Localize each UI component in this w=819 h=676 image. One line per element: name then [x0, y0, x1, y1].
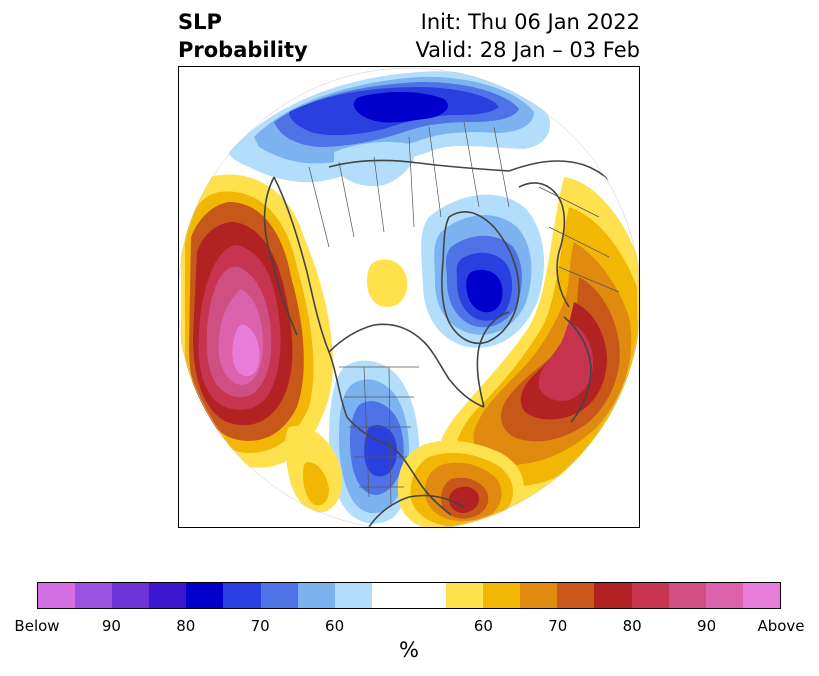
colorbar-segment: [38, 583, 76, 608]
init-date: Init: Thu 06 Jan 2022: [420, 10, 640, 34]
colorbar-label: %: [399, 638, 419, 662]
colorbar-tick-label: 80: [622, 617, 642, 635]
colorbar-tick-label: 60: [473, 617, 493, 635]
colorbar-tick-label: 80: [176, 617, 196, 635]
probability-map: [178, 66, 640, 528]
title-line-2: Probability: [178, 38, 308, 62]
coastlines: [263, 159, 630, 527]
colorbar-segment: [260, 583, 298, 608]
colorbar-tick-label: 70: [548, 617, 568, 635]
colorbar-segment: [371, 583, 409, 608]
colorbar-segment: [112, 583, 150, 608]
colorbar-segment: [446, 583, 484, 608]
map-horizon: [179, 67, 639, 527]
colorbar-segment: [520, 583, 558, 608]
colorbar-tick-label: 90: [101, 617, 121, 635]
colorbar-segment: [186, 583, 224, 608]
colorbar-segment: [742, 583, 780, 608]
title-line-1: SLP: [178, 10, 222, 34]
valid-date: Valid: 28 Jan – 03 Feb: [415, 38, 640, 62]
map-svg: [179, 67, 639, 527]
chart-title: SLP Probability: [178, 8, 308, 64]
colorbar-segment: [334, 583, 372, 608]
colorbar-tick-label: 60: [325, 617, 345, 635]
colorbar: [37, 582, 781, 609]
colorbar-segment: [149, 583, 187, 608]
colorbar-segment: [75, 583, 113, 608]
colorbar-segment: [668, 583, 706, 608]
colorbar-segment: [483, 583, 521, 608]
colorbar-segment: [631, 583, 669, 608]
colorbar-tick-label: Above: [757, 617, 805, 635]
hudson-bay-above-blob: [367, 259, 408, 307]
political-boundaries: [308, 121, 620, 508]
colorbar-tick-label: Below: [14, 617, 60, 635]
colorbar-segment: [223, 583, 261, 608]
colorbar-segment: [408, 583, 447, 608]
west-coast-above-core: [303, 462, 329, 506]
north-pacific-above-anomaly: [181, 174, 333, 468]
colorbar-segment: [557, 583, 595, 608]
colorbar-segment: [594, 583, 632, 608]
colorbar-segment: [705, 583, 743, 608]
gulf-of-mexico-above-anomaly: [397, 440, 524, 527]
colorbar-tick-label: 70: [250, 617, 270, 635]
colorbar-tick-label: 90: [697, 617, 717, 635]
north-atlantic-above-anomaly: [436, 177, 639, 507]
eurasia-arctic-below-anomaly: [229, 71, 550, 187]
colorbar-segment: [297, 583, 335, 608]
date-info: Init: Thu 06 Jan 2022 Valid: 28 Jan – 03…: [415, 8, 640, 64]
